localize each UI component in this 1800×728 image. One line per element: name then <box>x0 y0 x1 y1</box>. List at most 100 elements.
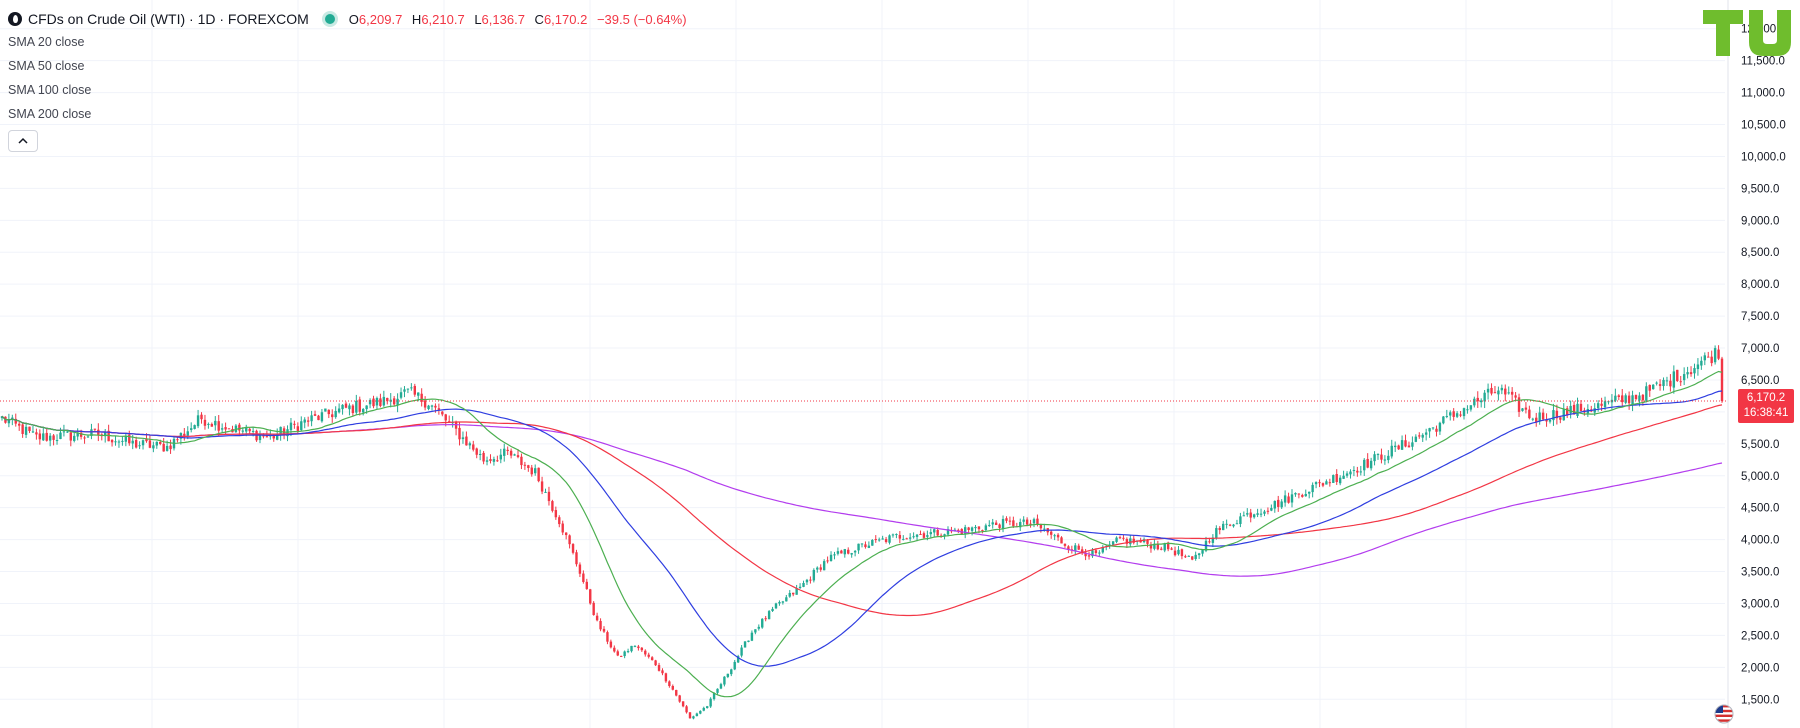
candle-body <box>1483 392 1486 402</box>
candle-body <box>1521 408 1524 411</box>
candle-body <box>1160 548 1163 550</box>
y-axis-tick-label: 2,000.0 <box>1741 662 1779 674</box>
candle-body <box>1572 404 1576 415</box>
candle-body <box>1156 543 1160 550</box>
y-axis-tick-label: 7,500.0 <box>1741 311 1779 323</box>
candle-body <box>1311 484 1314 493</box>
candle-body <box>420 393 423 402</box>
candle-body <box>970 527 974 531</box>
candle-body <box>327 409 330 415</box>
candle-body <box>1407 445 1411 448</box>
candle-body <box>1689 372 1693 375</box>
candle-body <box>1180 549 1184 557</box>
candle-body <box>1517 397 1521 412</box>
candle-body <box>582 573 585 582</box>
candle-body <box>303 419 306 423</box>
candle-body <box>258 434 262 441</box>
candle-body <box>1098 552 1101 554</box>
candle-body <box>754 629 757 633</box>
candle-body <box>520 456 523 466</box>
candle-body <box>38 433 42 440</box>
candle-body <box>1211 537 1215 543</box>
candle-body <box>860 543 864 545</box>
candle-body <box>1469 405 1473 410</box>
candle-body <box>324 408 327 412</box>
candle-body <box>1132 538 1135 543</box>
candle-body <box>826 560 829 562</box>
candle-body <box>750 632 754 641</box>
candle-body <box>475 448 478 455</box>
candle-body <box>265 436 269 438</box>
candle-body <box>458 427 461 440</box>
candle-body <box>272 435 275 439</box>
candle-body <box>1039 524 1043 529</box>
candle-body <box>200 414 203 420</box>
candle-body <box>344 403 348 408</box>
candle-body <box>1531 418 1534 420</box>
candle-body <box>306 420 310 422</box>
collapse-legend-button[interactable] <box>8 130 38 152</box>
candle-body <box>300 421 303 430</box>
candle-body <box>165 445 169 451</box>
candle-body <box>1149 544 1153 549</box>
candle-body <box>853 550 857 553</box>
candle-body <box>829 554 833 561</box>
candle-body <box>1466 409 1469 411</box>
candle-body <box>664 673 668 682</box>
indicator-sma200[interactable]: SMA 200 close <box>8 107 92 121</box>
candle-body <box>616 651 619 656</box>
candle-body <box>203 419 207 426</box>
candle-body <box>613 647 616 652</box>
candle-body <box>1510 391 1514 395</box>
candle-body <box>716 688 719 693</box>
candle-body <box>1356 470 1359 473</box>
us-flag-icon[interactable] <box>1714 704 1734 724</box>
candle-body <box>1373 454 1376 462</box>
candle-body <box>499 454 502 460</box>
candle-body <box>145 439 148 442</box>
candle-body <box>657 665 661 671</box>
candle-body <box>1710 356 1713 364</box>
candle-body <box>946 529 950 535</box>
y-axis-tick-label: 6,500.0 <box>1741 375 1779 387</box>
candle-body <box>358 399 361 412</box>
candle-body <box>1094 550 1098 554</box>
candle-body <box>69 432 72 441</box>
candle-body <box>785 597 788 602</box>
candle-body <box>671 685 674 690</box>
y-axis-tick-label: 11,500.0 <box>1741 56 1785 68</box>
candle-body <box>991 522 994 525</box>
candle-body <box>878 539 881 541</box>
candle-body <box>444 414 447 421</box>
indicator-sma20[interactable]: SMA 20 close <box>8 35 85 49</box>
candle-body <box>1703 355 1706 361</box>
candle-body <box>802 582 805 587</box>
market-status-icon[interactable] <box>324 14 335 24</box>
indicator-sma100[interactable]: SMA 100 close <box>8 83 92 97</box>
candle-body <box>1693 368 1696 374</box>
candle-body <box>771 608 774 612</box>
candle-body <box>1012 520 1015 527</box>
candle-body <box>1369 460 1373 469</box>
candle-body <box>513 454 516 456</box>
candle-body <box>423 400 427 408</box>
candle-body <box>496 460 499 462</box>
candle-body <box>1493 392 1497 394</box>
candle-body <box>1486 388 1490 393</box>
candle-body <box>964 527 967 534</box>
candle-body <box>1490 387 1493 394</box>
candle-body <box>1449 412 1452 416</box>
candle-body <box>575 552 578 565</box>
candle-body <box>822 561 826 571</box>
symbol-title[interactable]: CFDs on Crude Oil (WTI) · 1D · FOREXCOM <box>28 11 309 27</box>
candle-body <box>1252 514 1256 518</box>
candle-body <box>706 706 709 708</box>
indicator-sma50[interactable]: SMA 50 close <box>8 59 85 73</box>
sma20-line <box>1 370 1723 698</box>
candle-body <box>747 640 750 642</box>
candle-body <box>637 646 640 649</box>
candle-body <box>967 527 970 530</box>
candle-body <box>1056 534 1060 538</box>
